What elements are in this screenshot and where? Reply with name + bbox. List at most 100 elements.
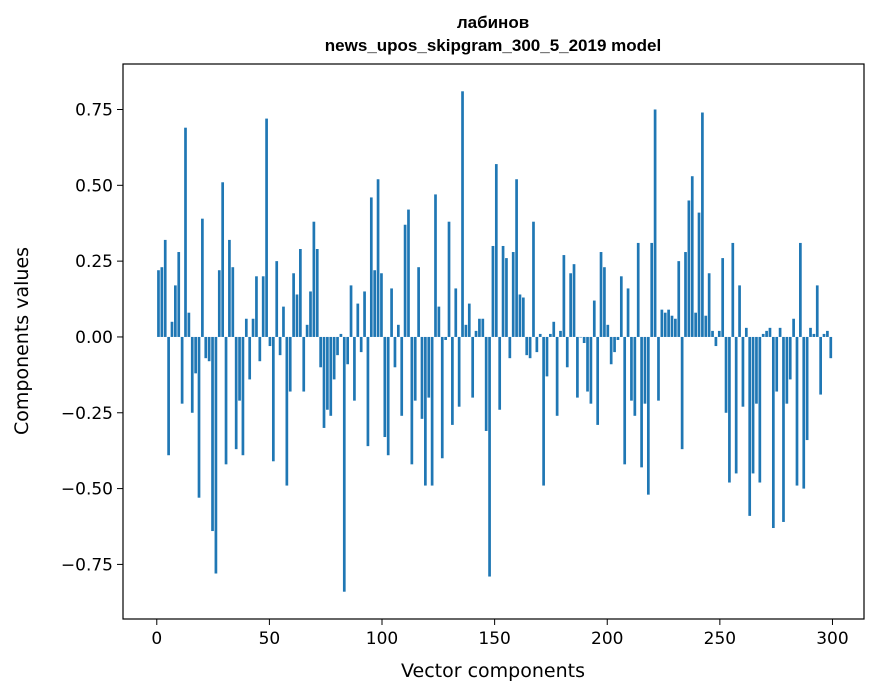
bar <box>478 318 481 337</box>
bar <box>315 249 319 337</box>
y-tick-label: −0.75 <box>61 555 113 575</box>
bar <box>444 336 447 340</box>
bar <box>180 336 184 404</box>
bar <box>511 252 515 337</box>
bar <box>255 276 258 337</box>
bar <box>424 336 427 486</box>
bar <box>809 327 812 337</box>
bar <box>788 336 792 380</box>
bar <box>346 336 350 365</box>
bar <box>380 273 383 337</box>
bar <box>224 336 228 465</box>
bar <box>309 291 312 337</box>
bar <box>228 239 231 337</box>
bar <box>319 336 322 368</box>
bar <box>765 330 768 337</box>
bar <box>521 297 525 337</box>
bar <box>342 336 346 592</box>
bar <box>609 336 613 365</box>
bar <box>532 221 535 337</box>
bar <box>717 330 721 337</box>
bar <box>711 330 714 337</box>
bar <box>623 336 627 465</box>
bar <box>670 315 674 337</box>
bar <box>299 249 302 337</box>
bar <box>799 242 802 337</box>
bar <box>677 261 681 337</box>
bar <box>194 336 197 374</box>
x-tick-label: 100 <box>366 629 398 649</box>
x-tick-label: 300 <box>816 629 848 649</box>
bar <box>545 336 549 377</box>
bar <box>474 330 478 337</box>
bar <box>157 270 160 337</box>
bar <box>528 336 532 359</box>
bar <box>592 300 596 337</box>
bar <box>552 321 556 337</box>
bar <box>437 306 441 337</box>
bar <box>589 336 593 404</box>
bar <box>211 336 214 532</box>
bar <box>829 336 833 359</box>
bar <box>771 336 775 529</box>
bar <box>174 285 177 337</box>
bar <box>353 336 356 401</box>
bar <box>356 303 360 337</box>
bar <box>707 273 711 337</box>
plot-frame <box>122 63 865 620</box>
bar <box>163 239 167 337</box>
bar <box>451 336 454 425</box>
bar <box>184 127 187 337</box>
bar <box>755 336 758 404</box>
bar <box>498 336 502 410</box>
bar <box>751 336 755 474</box>
bar <box>812 333 816 337</box>
bar <box>302 336 306 392</box>
y-tick-label: −0.50 <box>61 480 113 500</box>
bar <box>467 303 471 337</box>
x-tick-label: 50 <box>259 629 281 649</box>
bar <box>413 336 417 401</box>
bar <box>292 273 295 337</box>
bar <box>815 285 819 337</box>
bar <box>650 242 654 337</box>
bar <box>383 336 387 438</box>
bar <box>322 336 326 428</box>
bar <box>201 218 204 337</box>
bar <box>768 327 772 337</box>
bar <box>261 276 265 337</box>
bar <box>518 294 522 337</box>
bar <box>501 245 505 337</box>
bar <box>640 336 643 468</box>
chart-title-line-1: лабинов <box>457 13 529 32</box>
bar <box>282 306 285 337</box>
y-tick-label: 0.00 <box>75 328 113 348</box>
bar <box>396 324 400 337</box>
bar <box>738 285 741 337</box>
bar <box>471 336 475 398</box>
bar <box>491 245 495 337</box>
bar <box>613 336 616 353</box>
bar <box>349 285 353 337</box>
bar <box>278 336 282 356</box>
bar <box>819 336 822 395</box>
bar <box>248 336 252 380</box>
bar <box>312 221 316 337</box>
bar <box>562 255 566 337</box>
x-tick-label: 200 <box>591 629 623 649</box>
bar <box>724 336 728 413</box>
bar <box>782 336 785 522</box>
bar <box>366 336 370 447</box>
bar <box>619 276 623 337</box>
bar <box>231 267 235 337</box>
bar <box>420 336 424 419</box>
bar <box>653 109 657 337</box>
bar <box>363 291 366 337</box>
bar <box>680 336 684 450</box>
bar <box>207 336 211 362</box>
bar <box>721 258 725 337</box>
bar <box>508 336 512 359</box>
x-tick-label: 250 <box>704 629 736 649</box>
bar <box>792 318 795 337</box>
